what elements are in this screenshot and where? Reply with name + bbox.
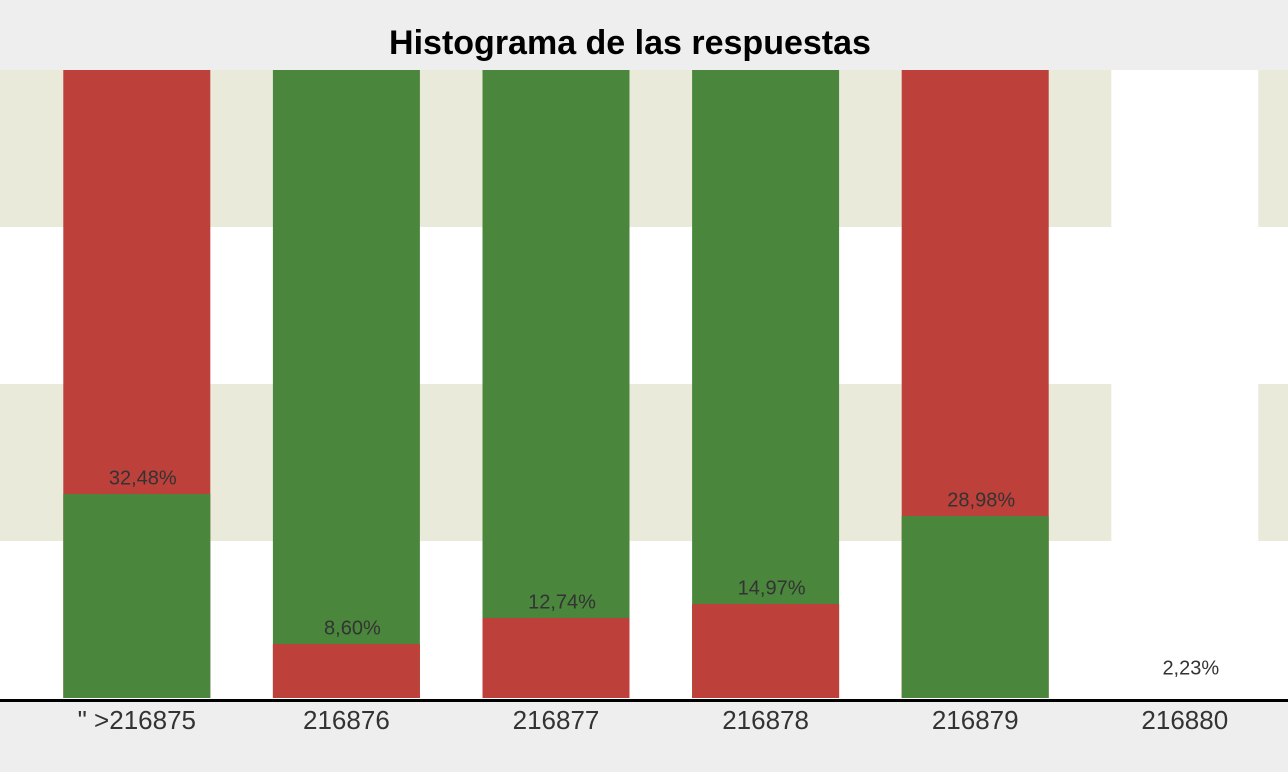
bar	[63, 494, 211, 698]
x-tick-label: 216879	[932, 705, 1019, 735]
bar	[272, 643, 420, 698]
value-label: 2,23%	[1162, 657, 1219, 679]
chart-title: Histograma de las respuestas	[389, 24, 871, 62]
x-tick-label: 216876	[303, 705, 390, 735]
x-tick-label: 216878	[722, 705, 809, 735]
value-label: 8,60%	[324, 617, 381, 639]
bars	[63, 70, 1259, 698]
bar	[901, 516, 1049, 698]
value-label: 14,97%	[738, 577, 806, 599]
x-tick-label: " >216875	[78, 705, 196, 735]
bar-remainder	[272, 70, 420, 698]
value-label: 12,74%	[528, 591, 596, 613]
band	[0, 541, 1288, 699]
bar-remainder	[692, 70, 840, 698]
x-tick-label: 216880	[1141, 705, 1228, 735]
value-label: 32,48%	[109, 467, 177, 489]
bar-remainder	[482, 70, 630, 698]
band	[0, 227, 1288, 384]
bar	[1111, 683, 1259, 698]
value-label: 28,98%	[947, 489, 1015, 511]
band	[0, 384, 1288, 541]
x-tick-label: 216877	[513, 705, 600, 735]
band	[0, 70, 1288, 227]
bar	[482, 617, 630, 698]
bar-remainder	[1111, 70, 1259, 698]
bar	[692, 603, 840, 698]
